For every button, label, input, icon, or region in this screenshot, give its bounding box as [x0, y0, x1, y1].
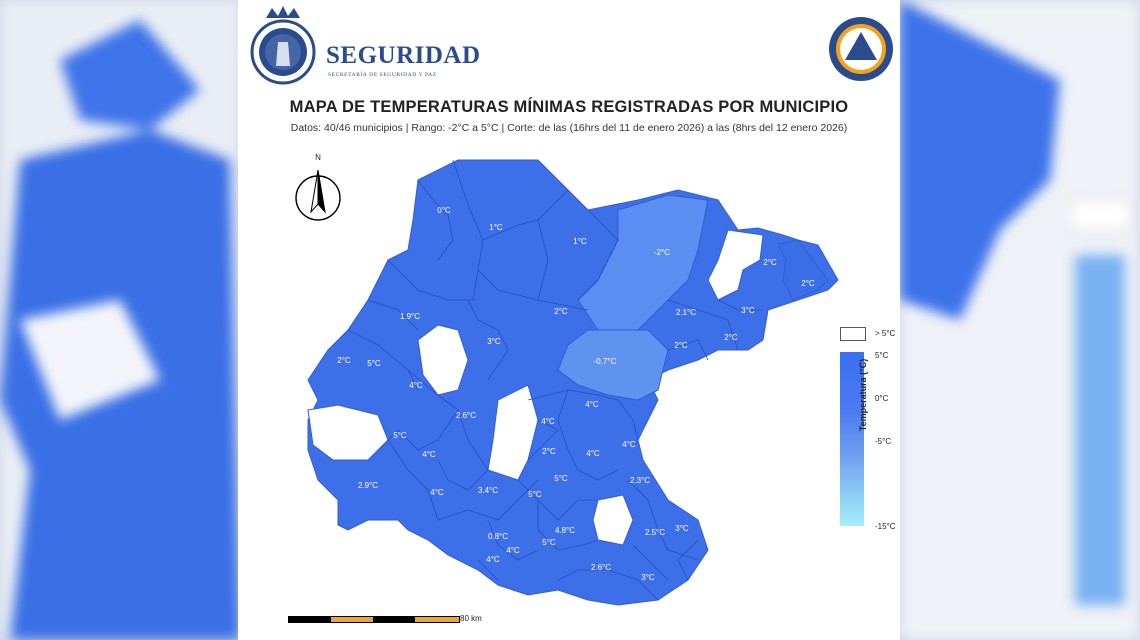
seguridad-logo: SEGURIDAD SECRETARÍA DE SEGURIDAD Y PAZ: [248, 6, 498, 86]
brand-name: SEGURIDAD: [326, 42, 481, 69]
scale-bar: [288, 616, 460, 623]
map-panel: SEGURIDAD SECRETARÍA DE SEGURIDAD Y PAZ …: [238, 0, 900, 640]
background-left: [0, 0, 240, 640]
municipality-temp-label: 5°C: [528, 490, 542, 499]
municipality-temp-label: 2.3°C: [630, 476, 650, 485]
municipality-temp-label: 2.6°C: [456, 411, 476, 420]
background-right: [900, 0, 1140, 640]
municipality-temp-label: 2.1°C: [676, 308, 696, 317]
scale-label: 80 km: [460, 614, 482, 623]
municipality-temp-label: 4°C: [585, 400, 599, 409]
municipality-temp-label: 4°C: [422, 450, 436, 459]
municipality-temp-label: 3.4°C: [478, 486, 498, 495]
municipality-temp-label: 4°C: [430, 488, 444, 497]
north-arrow-icon: [295, 169, 341, 221]
municipality-temp-label: 3°C: [675, 524, 689, 533]
municipality-temp-label: 4°C: [622, 440, 636, 449]
map-subtitle: Datos: 40/46 municipios | Rango: -2°C a …: [290, 122, 848, 134]
municipality-temp-label: 0.8°C: [488, 532, 508, 541]
legend-tick: -5°C: [875, 437, 892, 446]
background-map-right: [900, 0, 1131, 605]
legend-color-bar: [840, 352, 864, 526]
municipality-temp-label: 2°C: [763, 258, 777, 267]
municipality-temp-label: 1°C: [489, 223, 503, 232]
municipality-temp-label: 2°C: [554, 307, 568, 316]
municipality-temp-label: 0°C: [437, 206, 451, 215]
municipality-temp-label: 2°C: [542, 447, 556, 456]
municipal-boundaries: [347, 159, 763, 601]
municipality-temp-label: 4.8°C: [555, 526, 575, 535]
municipality-temp-label: 2°C: [674, 341, 688, 350]
municipality-temp-label: 5°C: [542, 538, 556, 547]
municipality-labels: 0°C 1°C 1°C -2°C 2°C 2°C 1.9°C 2°C 2.1°C…: [337, 206, 815, 582]
municipality-temp-label: 4°C: [486, 555, 500, 564]
legend-over-swatch: [840, 327, 866, 341]
legend-tick: -15°C: [875, 522, 896, 531]
municipality-temp-label: 4°C: [506, 546, 520, 555]
scale-bar-segment: [415, 617, 459, 622]
legend-title: Temperatura (°C): [858, 358, 868, 432]
municipality-temp-label: 1.9°C: [400, 312, 420, 321]
temperature-map: N: [295, 153, 839, 606]
municipality-temp-label: 3°C: [641, 573, 655, 582]
municipality-temp-label: -2°C: [654, 248, 670, 257]
municipality-temp-label: 4°C: [541, 417, 555, 426]
legend-tick: 0°C: [875, 394, 889, 403]
municipality-temp-label: 2.6°C: [591, 563, 611, 572]
municipality-temp-label: 4°C: [586, 449, 600, 458]
civil-protection-icon: [829, 17, 893, 81]
municipality-temp-label: 4°C: [409, 381, 423, 390]
legend-tick: 5°C: [875, 351, 889, 360]
municipality-temp-label: 5°C: [367, 359, 381, 368]
municipality-temp-label: 5°C: [554, 474, 568, 483]
municipality-temp-label: 2°C: [337, 356, 351, 365]
seal-icon: [250, 6, 316, 85]
municipality-temp-label: 2.5°C: [645, 528, 665, 537]
legend-over-label: > 5°C: [875, 329, 896, 338]
state-shape: [307, 159, 839, 606]
map-title: MAPA DE TEMPERATURAS MÍNIMAS REGISTRADAS…: [289, 98, 849, 116]
scale-bar-segment: [331, 617, 373, 622]
municipality-temp-label: 2.9°C: [358, 481, 378, 490]
proteccion-civil-logo: [828, 16, 894, 82]
municipality-temp-label: 2°C: [724, 333, 738, 342]
municipality-temp-label: 3°C: [487, 337, 501, 346]
municipality-temp-label: 1°C: [573, 237, 587, 246]
brand-subtitle: SECRETARÍA DE SEGURIDAD Y PAZ: [328, 72, 437, 78]
municipality-temp-label: 5°C: [393, 431, 407, 440]
municipality-temp-label: -0.7°C: [594, 357, 617, 366]
north-label: N: [315, 153, 321, 162]
municipality-temp-label: 2°C: [801, 279, 815, 288]
municipality-temp-label: 3°C: [741, 306, 755, 315]
background-map-left: [0, 20, 240, 640]
